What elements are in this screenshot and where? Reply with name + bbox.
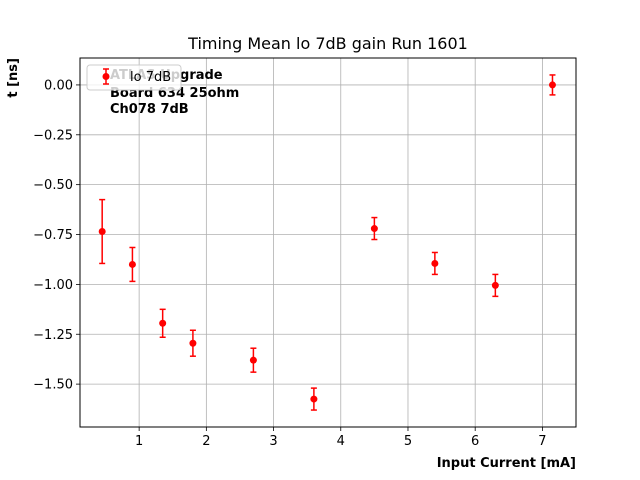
data-points: [98, 74, 556, 411]
y-axis-label: t [ns]: [6, 58, 21, 98]
x-axis-ticks: 1 2 3 4 5 6 7: [135, 427, 547, 449]
data-point: [98, 198, 106, 265]
data-point: [128, 246, 136, 283]
data-point: [249, 347, 257, 373]
point-marker: [189, 339, 197, 347]
data-point: [159, 308, 167, 338]
plot-frame: [79, 57, 577, 428]
x-tick-label: 3: [269, 434, 277, 449]
point-marker: [310, 395, 318, 403]
data-point: [491, 273, 499, 298]
point-marker: [370, 225, 378, 233]
data-point: [370, 216, 378, 241]
legend: lo 7dB: [86, 64, 182, 91]
y-axis-ticks: −1.50 −1.25 −1.00 −0.75 −0.50 −0.25 0.00: [33, 78, 80, 393]
y-tick-label: −1.00: [33, 278, 73, 293]
point-marker: [431, 259, 439, 267]
point-marker: [548, 81, 556, 89]
x-tick-label: 6: [471, 434, 479, 449]
point-marker: [128, 260, 136, 268]
data-point: [431, 251, 439, 276]
plot-background: [80, 58, 576, 427]
data-point: [189, 329, 197, 357]
chart-title: Timing Mean lo 7dB gain Run 1601: [187, 34, 468, 53]
legend-box: [86, 64, 182, 91]
point-marker: [249, 356, 257, 364]
y-tick-label: 0.00: [44, 78, 73, 93]
x-axis-label: Input Current [mA]: [437, 456, 576, 471]
annotation-line-3: Ch078 7dB: [110, 102, 189, 117]
y-tick-label: −1.50: [33, 378, 73, 393]
legend-label: lo 7dB: [130, 70, 171, 85]
y-tick-label: −0.75: [33, 228, 73, 243]
x-tick-label: 2: [202, 434, 210, 449]
y-tick-label: −0.50: [33, 178, 73, 193]
x-tick-label: 1: [135, 434, 143, 449]
x-tick-label: 4: [337, 434, 345, 449]
point-marker: [159, 319, 167, 327]
y-tick-label: −0.25: [33, 128, 73, 143]
point-marker: [98, 228, 106, 236]
y-tick-label: −1.25: [33, 328, 73, 343]
data-point: [548, 74, 556, 96]
legend-marker: [102, 73, 110, 80]
data-point: [310, 387, 318, 411]
x-tick-label: 5: [404, 434, 412, 449]
point-marker: [491, 281, 499, 289]
x-tick-label: 7: [538, 434, 546, 449]
